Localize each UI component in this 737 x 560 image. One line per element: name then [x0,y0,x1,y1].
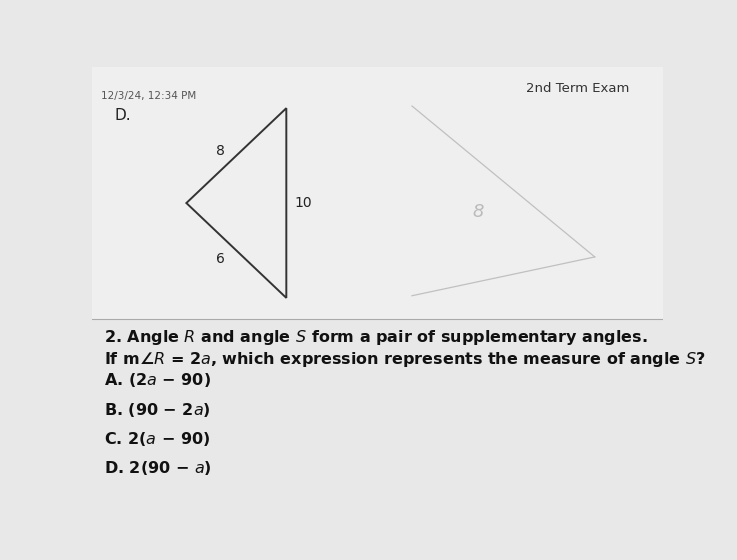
Text: 8: 8 [472,203,483,221]
Text: D. 2(90 − $a$): D. 2(90 − $a$) [103,459,212,477]
Text: C. 2($a$ − 90): C. 2($a$ − 90) [103,430,210,448]
FancyBboxPatch shape [92,67,663,319]
Text: D.: D. [115,108,132,123]
Text: 8: 8 [216,144,225,158]
Text: 12/3/24, 12:34 PM: 12/3/24, 12:34 PM [101,91,196,101]
Text: If m∠$R$ = 2$a$, which expression represents the measure of angle $S$?: If m∠$R$ = 2$a$, which expression repres… [103,349,705,368]
Text: 2nd Term Exam: 2nd Term Exam [526,82,629,95]
Text: B. (90 − 2$a$): B. (90 − 2$a$) [103,400,210,418]
Text: 10: 10 [295,196,312,210]
FancyBboxPatch shape [92,319,663,498]
Text: A. (2$a$ − 90): A. (2$a$ − 90) [103,371,211,389]
Text: 2. Angle $R$ and angle $S$ form a pair of supplementary angles.: 2. Angle $R$ and angle $S$ form a pair o… [103,328,647,347]
Text: 6: 6 [216,252,225,266]
